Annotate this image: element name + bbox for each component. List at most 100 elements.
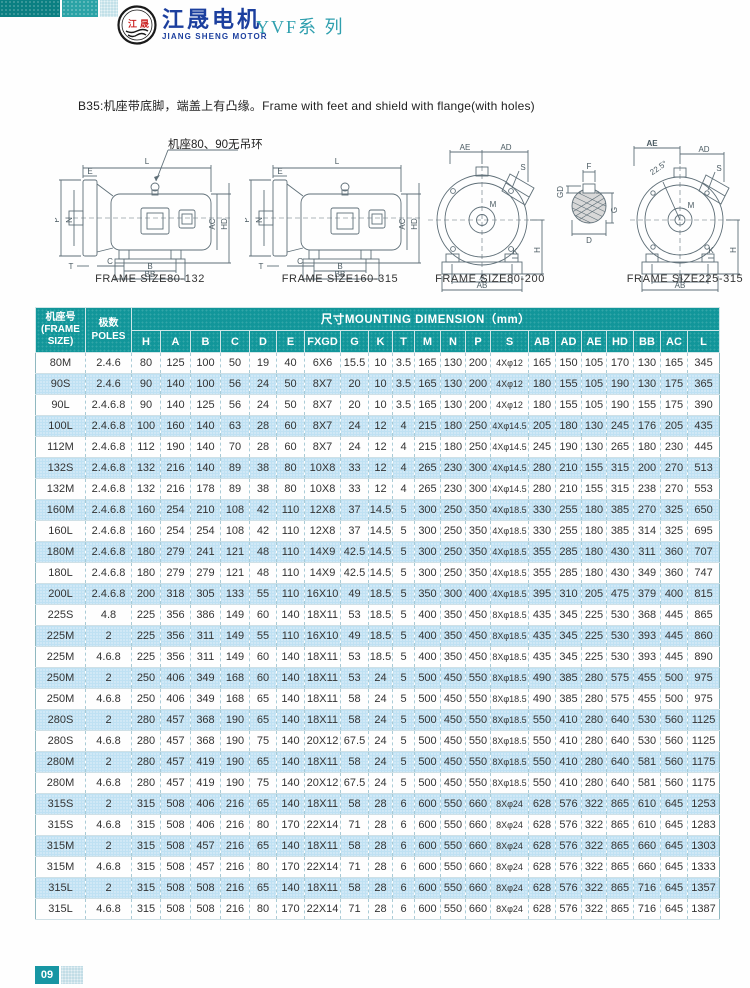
frame-size-cell: 280S [35,730,86,752]
dimension-cell: 37 [340,499,369,521]
dimension-cell: 254 [160,520,191,542]
dimension-cell: 170 [276,898,305,920]
svg-text:A: A [479,273,485,282]
dimension-cell: 3.5 [392,373,415,395]
dimension-cell: 5 [392,625,415,647]
poles-cell: 2.4.6.8 [85,436,132,458]
dimension-cell: 430 [606,562,634,584]
column-header: T [392,330,415,353]
dimension-cell: 210 [555,478,582,500]
dimension-cell: 8Xφ18.5 [490,751,529,773]
dimension-cell: 475 [606,583,634,605]
svg-text:G: G [610,207,619,213]
dimension-cell: 250 [131,688,161,710]
svg-text:M: M [688,201,695,210]
dimension-cell: 210 [190,499,221,521]
column-header: K [368,330,393,353]
dimension-cell: 550 [528,709,556,731]
table-row: 280M 4.6.8 280 457 419 190 75 140 20X12 67.5 24 5 50… [35,772,721,794]
dimension-cell: 60 [276,436,305,458]
dimension-cell: 42 [249,520,277,542]
dimension-cell: 4 [392,457,415,479]
dimension-cell: 28 [249,415,277,437]
dimension-cell: 450 [440,688,466,710]
dimension-cell: 560 [660,730,688,752]
dimension-cell: 1303 [686,835,721,857]
dimension-cell: 410 [555,709,582,731]
dimension-cell: 4Xφ18.5 [490,562,529,584]
dimension-cell: 140 [190,415,221,437]
dimension-cell: 210 [555,457,582,479]
dimension-cell: 216 [160,457,191,479]
dimension-cell: 628 [528,856,556,878]
dimension-cell: 155 [555,373,582,395]
dimension-cell: 180 [440,436,466,458]
dimension-cell: 140 [190,436,221,458]
brand: 江晟电机 JIANG SHENG MOTOR [162,7,268,42]
poles-cell: 2 [85,709,132,731]
dimension-cell: 225 [581,646,607,668]
header-color-blocks [0,0,118,17]
dimension-cell: 280 [131,709,161,731]
column-header: H [131,330,161,353]
dimension-cell: 350 [465,562,491,584]
dimension-cell: 550 [440,877,466,899]
dimension-cell: 5 [392,499,415,521]
dimension-cell: 6 [392,898,415,920]
dimension-cell: 350 [414,583,441,605]
dimension-cell: 230 [440,457,466,479]
svg-text:B: B [147,262,152,271]
dimension-cell: 500 [414,688,441,710]
dimension-cell: 65 [249,709,277,731]
page-number-decoration [61,966,83,984]
dimension-cell: 716 [633,877,661,899]
dimension-cell: 6 [392,877,415,899]
frame-size-cell: 315M [35,856,86,878]
svg-text:L: L [145,157,150,166]
table-row: 315L 4.6.8 315 508 508 216 80 170 22X14 71 28 6 600 5… [35,898,721,920]
dimension-cell: 190 [606,394,634,416]
dimension-cell: 50 [220,352,250,374]
svg-text:AE: AE [646,140,658,148]
dimension-cell: 865 [606,835,634,857]
dimension-cell: 513 [686,457,721,479]
dimension-cell: 205 [528,415,556,437]
dimension-cell: 71 [340,814,369,836]
dimension-cell: 33 [340,478,369,500]
dimension-cell: 8Xφ24 [490,814,529,836]
dimension-cell: 225 [131,604,161,626]
dimension-cell: 230 [440,478,466,500]
dimension-cell: 311 [633,541,661,563]
dimension-cell: 1283 [686,814,721,836]
dimension-cell: 500 [414,772,441,794]
frame-size-cell: 315L [35,877,86,899]
dimension-cell: 345 [686,352,721,374]
dimension-cell: 815 [686,583,721,605]
dimension-cell: 550 [440,856,466,878]
dimension-cell: 18X11 [304,667,341,689]
dimension-cell: 330 [528,520,556,542]
svg-text:C: C [297,257,303,266]
dimension-cell: 368 [190,709,221,731]
dimension-cell: 314 [633,520,661,542]
svg-text:GD: GD [556,186,565,198]
table-row: 225M 4.6.8 225 356 311 149 60 140 18X11 53 18.5 5 40… [35,646,721,668]
dimension-cell: 216 [220,814,250,836]
dimension-cell: 640 [606,772,634,794]
frame-size-cell: 225M [35,646,86,668]
dimension-cell: 8Xφ24 [490,793,529,815]
brand-name-cn: 江晟电机 [162,7,263,32]
dimension-cell: 865 [606,793,634,815]
dimension-cell: 216 [220,793,250,815]
dimension-cell: 330 [528,499,556,521]
dimension-cell: 175 [660,394,688,416]
dimension-cell: 4Xφ18.5 [490,583,529,605]
dimension-cell: 356 [160,625,191,647]
dimension-cell: 8Xφ18.5 [490,625,529,647]
svg-text:AD: AD [698,145,709,154]
dimension-cell: 575 [606,667,634,689]
dimension-cell: 5 [392,709,415,731]
dimension-cell: 10 [368,373,393,395]
dimension-cell: 8Xφ24 [490,898,529,920]
dimension-cell: 80 [131,352,161,374]
